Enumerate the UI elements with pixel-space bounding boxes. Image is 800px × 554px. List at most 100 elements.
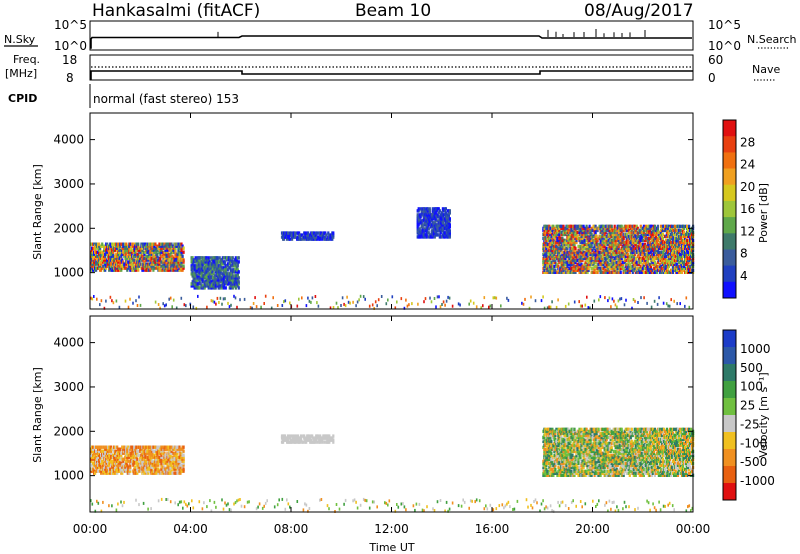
cell-3208 xyxy=(631,226,634,231)
cell-3849 xyxy=(673,246,677,251)
cell-137 xyxy=(105,266,108,270)
cell-1985 xyxy=(552,266,555,271)
cell-4082 xyxy=(689,252,692,257)
cell-202 xyxy=(112,453,115,457)
cell-1361 xyxy=(237,270,240,274)
cell-242 xyxy=(116,445,119,449)
cell-630 xyxy=(159,256,162,260)
cell-1617 xyxy=(428,221,431,225)
cell-3302 xyxy=(638,270,641,274)
cell-1362 xyxy=(237,260,240,264)
cell-1183 xyxy=(219,272,222,276)
cell-581 xyxy=(154,469,157,473)
cell-675 xyxy=(164,250,167,254)
cell-4301 xyxy=(522,302,525,306)
cell-4198 xyxy=(233,294,235,298)
cell-639 xyxy=(160,250,163,254)
cell-172 xyxy=(109,469,112,473)
cell-4359 xyxy=(679,302,681,306)
cell-2193 xyxy=(566,260,569,265)
cell-173 xyxy=(109,467,112,471)
cell-3529 xyxy=(652,228,655,233)
cell-414 xyxy=(135,268,138,272)
cell-602 xyxy=(155,246,158,250)
cell-1885 xyxy=(546,258,549,263)
cell-85 xyxy=(98,244,101,248)
cell-274 xyxy=(120,469,123,473)
cell-2790 xyxy=(606,270,609,274)
cell-3917 xyxy=(677,244,681,249)
cell-2949 xyxy=(615,252,618,257)
cell-2753 xyxy=(603,238,606,243)
cell-3146 xyxy=(628,262,631,267)
cell-1558 xyxy=(422,231,425,235)
cell-1345 xyxy=(236,284,239,288)
cell-303 xyxy=(123,451,126,455)
cell-387 xyxy=(133,461,136,465)
cell-3123 xyxy=(626,238,629,243)
cell-2551 xyxy=(589,250,592,255)
cell-356 xyxy=(129,463,132,467)
cell-4223 xyxy=(307,296,309,300)
cell-4007 xyxy=(684,236,687,241)
cell-3372 xyxy=(642,230,645,235)
cell-2156 xyxy=(563,246,566,251)
cell-1291 xyxy=(230,258,233,262)
cell-2258 xyxy=(570,256,573,261)
cell-388 xyxy=(133,459,136,463)
cell-3934 xyxy=(678,230,682,235)
cell-3742 xyxy=(666,238,670,243)
cell-2998 xyxy=(618,260,621,265)
cell-4234 xyxy=(340,304,342,307)
cell-1759 xyxy=(443,209,446,213)
cell-111 xyxy=(102,264,105,268)
cell-168 xyxy=(108,453,111,457)
cell-899 xyxy=(194,256,197,260)
cell-640 xyxy=(160,248,163,252)
cell-1679 xyxy=(434,219,437,223)
cell-2687 xyxy=(599,246,602,251)
cell-329 xyxy=(126,463,129,467)
cell-4086 xyxy=(689,242,692,247)
cell-4324 xyxy=(589,306,591,310)
cell-3630 xyxy=(659,238,662,243)
cell-4038 xyxy=(686,238,689,243)
cell-2299 xyxy=(572,238,575,243)
cell-4084 xyxy=(689,248,692,253)
cell-359 xyxy=(129,254,132,258)
cell-3389 xyxy=(644,258,647,263)
cell-579 xyxy=(152,252,155,256)
power-ylabel: Slant Range [km] xyxy=(31,164,44,260)
cell-3253 xyxy=(634,242,637,247)
cell-3613 xyxy=(658,244,661,249)
cell-1296 xyxy=(231,274,234,278)
cell-2511 xyxy=(587,268,590,272)
cell-580 xyxy=(153,266,156,270)
cell-1293 xyxy=(231,286,234,290)
cell-3269 xyxy=(635,236,638,241)
cell-2041 xyxy=(556,262,559,267)
cell-137 xyxy=(105,457,108,461)
cell-2263 xyxy=(570,242,573,247)
cell-893 xyxy=(194,272,197,276)
cell-981 xyxy=(201,256,204,260)
cell-1579 xyxy=(424,223,427,227)
cell-4273 xyxy=(436,295,439,299)
cell-1526 xyxy=(418,227,421,231)
cell-4256 xyxy=(387,298,389,302)
cell-3419 xyxy=(646,258,649,263)
cell-669 xyxy=(163,242,166,246)
cell-971 xyxy=(201,280,204,284)
cell-3635 xyxy=(659,224,662,229)
cell-1496 xyxy=(331,237,334,241)
cell-3809 xyxy=(670,224,674,229)
cell-1942 xyxy=(549,232,552,237)
cell-3609 xyxy=(658,262,661,267)
cell-215 xyxy=(114,463,117,467)
cell-2375 xyxy=(578,254,581,259)
cell-4279 xyxy=(445,299,448,303)
cell-3459 xyxy=(648,248,651,253)
freq-panel-frame xyxy=(89,54,694,81)
cell-2167 xyxy=(564,256,567,261)
cell-280 xyxy=(120,453,123,457)
